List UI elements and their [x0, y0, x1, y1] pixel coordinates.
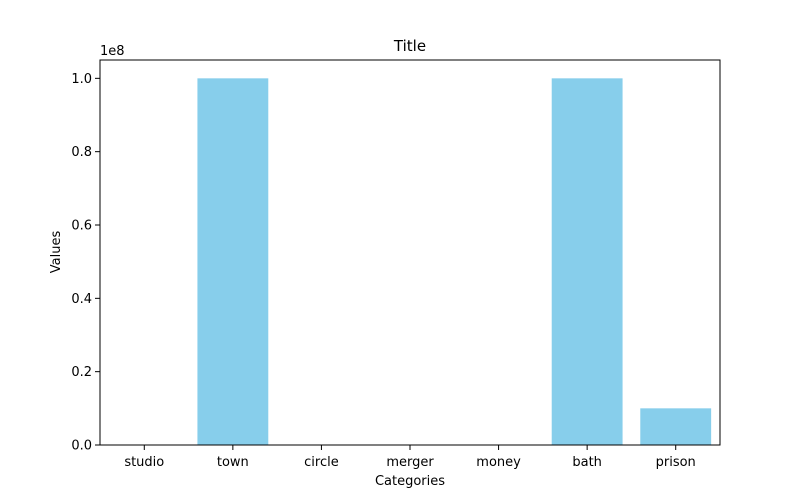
bar-town — [197, 78, 269, 445]
y-tick-label-4: 0.8 — [71, 145, 92, 160]
y-tick-label-2: 0.4 — [71, 292, 92, 307]
y-tick-label-0: 0.0 — [71, 439, 92, 454]
y-tick-label-3: 0.6 — [71, 219, 92, 234]
y-axis-title: Values — [49, 231, 64, 274]
y-offset-label: 1e8 — [100, 44, 125, 59]
x-tick-label-merger: merger — [386, 455, 434, 470]
x-tick-label-circle: circle — [304, 455, 339, 470]
plot-frame — [99, 59, 721, 446]
x-axis-title: Categories — [375, 474, 445, 489]
chart-title: Title — [393, 37, 426, 55]
bar-prison — [640, 408, 712, 445]
y-tick-label-1: 0.2 — [71, 365, 92, 380]
y-ticks: 0.0 0.2 0.4 0.6 0.8 1.0 — [71, 72, 100, 454]
x-ticks: studio town circle merger money bath prison — [124, 445, 696, 470]
y-tick-label-5: 1.0 — [71, 72, 92, 87]
bars-layer — [197, 78, 712, 445]
x-tick-label-town: town — [217, 455, 249, 470]
x-tick-label-money: money — [476, 455, 521, 470]
x-tick-label-prison: prison — [656, 455, 696, 470]
x-tick-label-studio: studio — [124, 455, 164, 470]
x-tick-label-bath: bath — [572, 455, 602, 470]
bar-bath — [551, 78, 623, 445]
